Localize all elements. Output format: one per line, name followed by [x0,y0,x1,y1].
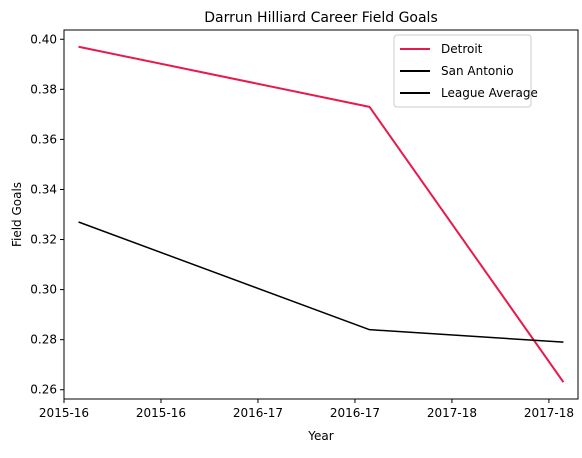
x-tick-label: 2016-17 [330,406,380,420]
legend-label: League Average [441,86,538,100]
plot-frame [63,29,579,400]
plot-layer [78,45,565,383]
x-tick-label: 2017-18 [524,406,574,420]
y-tick-label: 0.30 [30,283,57,297]
x-axis: 2015-16 2015-16 2016-17 2016-17 2017-18 2017-… [39,399,574,420]
y-tick-label: 0.34 [30,182,57,196]
y-tick-label: 0.36 [30,132,57,146]
y-tick-label: 0.32 [30,233,57,247]
legend-box [393,34,532,108]
y-tick-label: 0.26 [30,383,57,397]
y-tick-label: 0.28 [30,333,57,347]
legend-label: Detroit [441,42,483,56]
series-line-san-antonio [78,221,564,343]
y-axis-label: Field Goals [10,182,24,247]
series-line-detroit [78,45,565,383]
chart-title: Darrun Hilliard Career Field Goals [204,10,438,26]
legend-label: San Antonio [441,64,514,78]
x-axis-label: Year [307,429,333,443]
x-tick-label: 2015-16 [136,406,186,420]
x-tick-label: 2015-16 [39,406,89,420]
y-tick-label: 0.40 [30,32,57,46]
x-tick-label: 2017-18 [427,406,477,420]
legend: Detroit San Antonio League Average [393,34,538,108]
x-tick-label: 2016-17 [233,406,283,420]
y-axis: 0.26 0.28 0.30 0.32 0.34 0.36 0.38 0.40 [30,32,64,397]
y-tick-label: 0.38 [30,82,57,96]
